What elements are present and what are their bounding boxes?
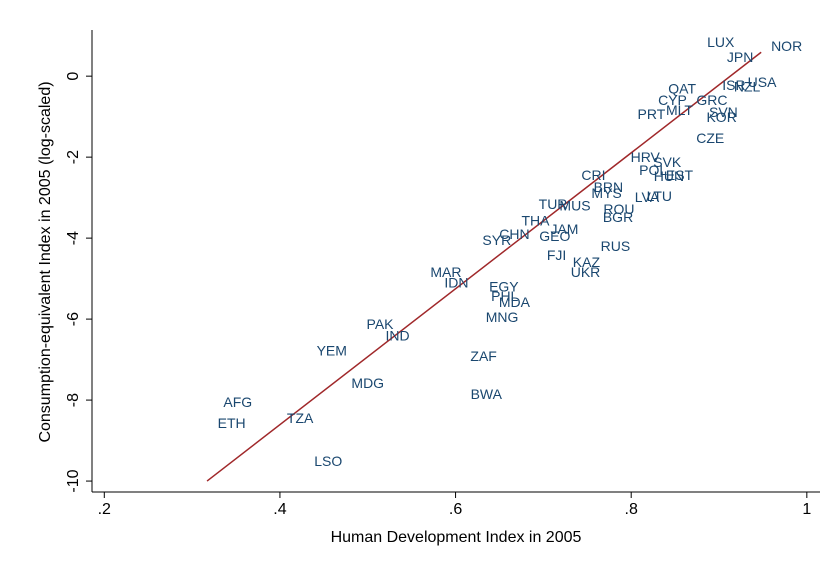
x-tick-label: .8 <box>625 501 638 518</box>
point-label: JPN <box>727 49 753 65</box>
point-label: PHL <box>491 288 518 304</box>
point-label: TUR <box>539 196 568 212</box>
point-label: LSO <box>314 453 342 469</box>
point-label: JAM <box>550 221 578 237</box>
x-tick-label: .6 <box>449 501 462 518</box>
point-label: ZAF <box>470 348 496 364</box>
point-label: NOR <box>771 38 802 54</box>
point-label: ROU <box>603 201 634 217</box>
point-label: IND <box>386 327 410 343</box>
y-tick-label: 0 <box>65 72 82 81</box>
point-label: MDG <box>351 375 384 391</box>
x-tick-label: .2 <box>98 501 111 518</box>
point-label: KAZ <box>573 254 601 270</box>
point-label: EST <box>666 167 694 183</box>
x-axis-title: Human Development Index in 2005 <box>331 529 582 546</box>
x-tick-label: 1 <box>802 501 811 518</box>
point-label: SVK <box>653 154 682 170</box>
point-label: CRI <box>581 167 605 183</box>
point-label: HRV <box>631 149 661 165</box>
point-label: PRT <box>638 106 666 122</box>
point-label: PAK <box>367 316 395 332</box>
point-label: MUS <box>559 197 590 213</box>
point-label: HUN <box>654 168 684 184</box>
point-label: LTU <box>647 188 672 204</box>
point-label: ISR <box>722 77 745 93</box>
point-label: CHN <box>499 226 529 242</box>
point-label: MNG <box>486 309 519 325</box>
point-label: FJI <box>547 247 566 263</box>
point-label: YEM <box>317 342 347 358</box>
point-label: AFG <box>223 394 252 410</box>
point-label: GRC <box>696 92 727 108</box>
point-label: NZL <box>734 78 761 94</box>
point-label: RUS <box>601 238 631 254</box>
point-label: QAT <box>668 80 696 96</box>
y-axis-title: Consumption-equivalent Index in 2005 (lo… <box>37 81 54 442</box>
point-label: MYS <box>591 185 621 201</box>
point-label: SYR <box>482 232 511 248</box>
point-label: LUX <box>707 34 735 50</box>
point-label: THA <box>521 212 550 228</box>
point-label: CYP <box>658 92 687 108</box>
fit-line <box>206 51 762 482</box>
point-label: BGR <box>603 209 633 225</box>
point-label: KOR <box>706 109 736 125</box>
point-label: BRN <box>594 179 624 195</box>
y-tick-label: -8 <box>65 393 82 407</box>
point-label: MLT <box>666 102 693 118</box>
y-tick-label: -10 <box>65 469 82 492</box>
y-tick-label: -2 <box>65 150 82 164</box>
point-label: MDA <box>499 294 531 310</box>
x-tick-label: .4 <box>273 501 286 518</box>
point-label: GEO <box>539 228 570 244</box>
point-label: SVN <box>709 104 738 120</box>
point-label: CZE <box>696 130 724 146</box>
point-label: BWA <box>471 386 503 402</box>
point-label: EGY <box>489 278 519 294</box>
y-tick-label: -4 <box>65 231 82 245</box>
point-label: UKR <box>571 264 601 280</box>
point-label: ETH <box>218 415 246 431</box>
point-label: LVA <box>635 189 660 205</box>
point-label: POL <box>639 162 667 178</box>
point-label: IDN <box>444 274 468 290</box>
y-tick-label: -6 <box>65 312 82 326</box>
point-label: MAR <box>430 264 461 280</box>
point-label: USA <box>748 74 777 90</box>
point-label: TZA <box>287 410 314 426</box>
